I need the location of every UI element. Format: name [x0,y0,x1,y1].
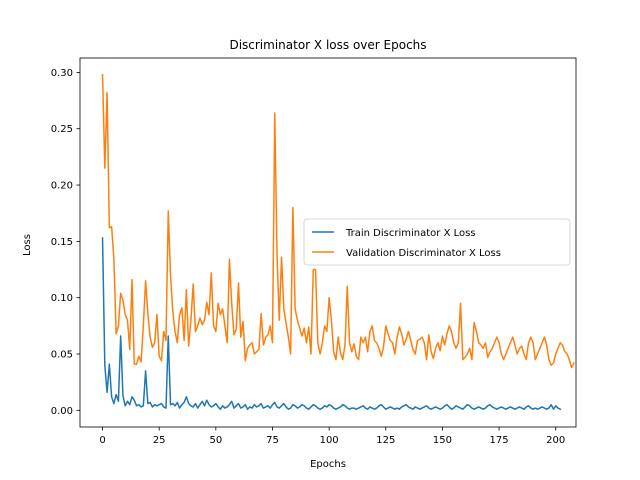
legend-box [303,218,571,266]
series-line-validation [101,73,575,369]
chart-title: Discriminator X loss over Epochs [229,38,426,52]
x-tick-label: 100 [320,435,339,446]
legend: Train Discriminator X Loss Validation Dis… [303,218,571,266]
y-axis-label: Loss [22,234,33,256]
x-tick-label: 0 [99,435,105,446]
axes-frame [79,57,577,428]
y-tick-label: 0.05 [51,350,73,361]
y-tick-label: 0.00 [51,406,73,417]
y-tick-label: 0.10 [51,293,73,304]
x-tick-label: 50 [209,435,222,446]
x-tick-label: 150 [433,435,452,446]
x-tick-label: 175 [490,435,509,446]
x-axis: 0 25 50 75 100 125 150 175 200 [99,427,565,446]
x-tick-label: 200 [546,435,565,446]
legend-label-train: Train Discriminator X Loss [345,228,476,239]
x-tick-label: 75 [266,435,279,446]
x-tick-label: 25 [153,435,166,446]
x-tick-label: 125 [376,435,395,446]
x-axis-label: Epochs [310,459,346,470]
y-tick-label: 0.20 [51,181,73,192]
y-tick-label: 0.30 [51,68,73,79]
legend-label-validation: Validation Discriminator X Loss [346,248,501,259]
series-line-train [101,237,562,411]
y-tick-label: 0.15 [51,237,73,248]
y-tick-label: 0.25 [51,124,73,135]
plot-area [79,57,577,428]
y-axis: 0.00 0.05 0.10 0.15 0.20 0.25 0.30 [51,68,80,417]
